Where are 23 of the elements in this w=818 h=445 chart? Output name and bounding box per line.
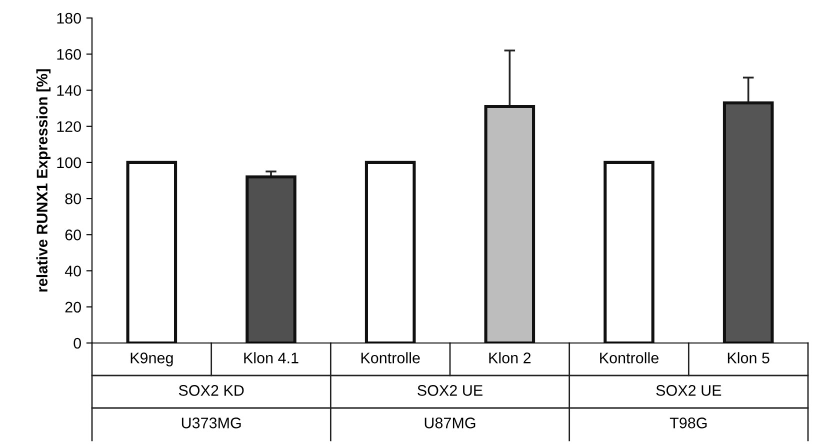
text: SOX2 UE (418, 385, 482, 396)
y-tick-label: 120 (57, 121, 81, 132)
x-tick-label: Klon 4.1 (244, 352, 298, 364)
y-tick-label: 80 (65, 193, 81, 204)
x-tick-label: K9neg (130, 352, 173, 366)
y-tick-label: 100 (57, 157, 81, 168)
text: SOX2 KD (178, 385, 244, 396)
x-tick-label: Klon 2 (489, 352, 531, 364)
y-tick-label: 180 (57, 12, 81, 24)
y-axis-title: relative RUNX1 Expression [%] (36, 69, 51, 292)
text: SOX2 UE (656, 385, 722, 396)
y-tick-label: 40 (64, 266, 81, 276)
x-tick-label: Kontrolle (361, 352, 420, 364)
y-tick-label: 160 (57, 48, 81, 60)
y-tick-label: 0 (74, 338, 81, 349)
x-tick-label: Kontrolle (600, 352, 658, 364)
y-tick-label: 20 (65, 302, 81, 313)
text: T98G (670, 418, 707, 428)
y-tick-label: 140 (57, 85, 81, 96)
text: U87MG (424, 418, 476, 428)
x-tick-label: Klon 5 (728, 352, 770, 364)
text: U373MG (182, 418, 241, 428)
y-tick-label: 60 (65, 230, 81, 240)
